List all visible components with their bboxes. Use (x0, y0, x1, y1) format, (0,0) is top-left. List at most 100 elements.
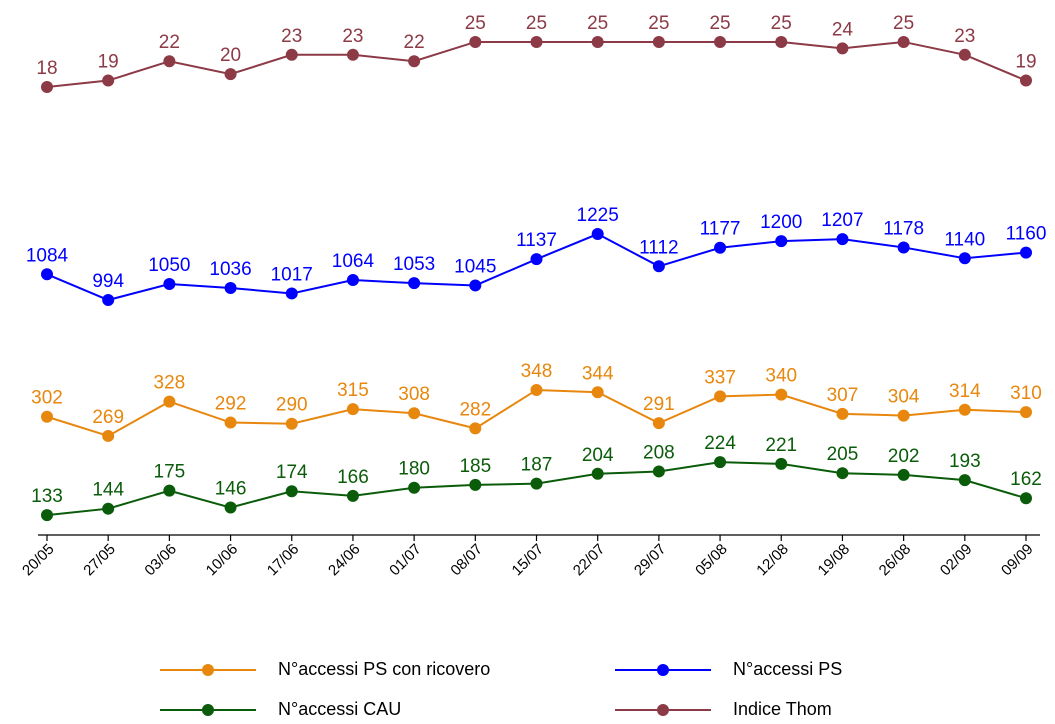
value-label: 180 (398, 459, 430, 480)
value-label: 1225 (577, 205, 619, 226)
legend-marker (657, 664, 669, 676)
point (652, 465, 665, 478)
value-label: 1160 (1006, 224, 1047, 245)
point (41, 268, 53, 281)
value-label: 23 (281, 26, 302, 47)
point (897, 468, 910, 481)
x-tick-label: 17/06 (264, 541, 303, 580)
x-tick-label: 02/09 (937, 541, 976, 580)
value-label: 302 (31, 388, 63, 409)
value-label: 166 (337, 467, 369, 488)
point (836, 407, 849, 420)
value-label: 133 (31, 486, 63, 507)
x-tick-label: 29/07 (631, 541, 670, 580)
point (775, 388, 788, 401)
point (958, 48, 971, 61)
value-label: 340 (765, 366, 797, 387)
value-label: 994 (92, 271, 124, 292)
legend-label: N°accessi PS con ricovero (278, 659, 490, 679)
x-tick-label: 10/06 (203, 541, 242, 580)
point (591, 467, 604, 480)
value-label: 348 (521, 361, 553, 382)
point (346, 489, 359, 502)
value-label: 187 (521, 455, 553, 476)
point (530, 253, 543, 266)
value-label: 1177 (700, 219, 741, 240)
value-label: 202 (888, 446, 920, 467)
point (346, 403, 359, 416)
point (897, 35, 910, 48)
value-label: 224 (704, 433, 736, 454)
value-label: 22 (159, 32, 180, 53)
legend-marker (202, 704, 214, 716)
value-label: 25 (771, 13, 792, 34)
point (652, 35, 665, 48)
value-label: 20 (220, 45, 241, 66)
point (469, 478, 482, 491)
value-label: 1017 (271, 264, 313, 285)
point (285, 48, 298, 61)
value-label: 282 (459, 399, 491, 420)
value-label: 1200 (760, 212, 802, 233)
point (285, 417, 298, 430)
point (897, 241, 910, 254)
point (346, 274, 359, 287)
legend-label: N°accessi PS (733, 659, 842, 679)
value-label: 1178 (883, 218, 924, 239)
point (408, 407, 421, 420)
value-label: 144 (92, 480, 124, 501)
value-label: 23 (342, 26, 363, 47)
value-label: 269 (92, 407, 124, 428)
point (652, 260, 665, 273)
series-line (46, 388, 1027, 438)
value-label: 185 (459, 456, 491, 477)
legend-marker (657, 704, 669, 716)
point (163, 484, 176, 497)
value-label: 146 (215, 479, 247, 500)
point (102, 74, 115, 87)
point (41, 80, 53, 93)
value-label: 1084 (26, 245, 69, 266)
legend-label: Indice Thom (733, 699, 832, 719)
x-tick-label: 08/07 (447, 541, 486, 580)
value-label: 344 (582, 363, 614, 384)
point (530, 35, 543, 48)
value-label: 308 (398, 384, 430, 405)
x-tick-label: 09/09 (998, 541, 1037, 580)
x-tick-label: 19/08 (815, 541, 854, 580)
point (714, 456, 727, 469)
value-label: 1036 (209, 259, 251, 280)
value-label: 1137 (516, 230, 557, 251)
value-label: 205 (827, 444, 859, 465)
value-label: 25 (648, 13, 669, 34)
value-label: 307 (827, 385, 859, 406)
point (652, 417, 665, 430)
point (1020, 74, 1032, 87)
point (591, 35, 604, 48)
value-label: 22 (404, 32, 425, 53)
x-tick-label: 22/07 (570, 541, 609, 580)
point (224, 68, 237, 81)
point (285, 287, 298, 300)
point (163, 395, 176, 408)
value-label: 1050 (148, 255, 190, 276)
point (1020, 492, 1032, 505)
point (224, 416, 237, 429)
x-tick-label: 01/07 (386, 541, 425, 580)
point (775, 457, 788, 470)
point (530, 383, 543, 396)
x-tick-label: 15/07 (509, 541, 548, 580)
point (836, 467, 849, 480)
x-tick-label: 05/08 (692, 541, 731, 580)
point (836, 42, 849, 55)
value-label: 19 (98, 52, 119, 73)
value-label: 221 (765, 435, 797, 456)
point (958, 252, 971, 265)
point (958, 474, 971, 487)
point (408, 55, 421, 68)
value-label: 175 (154, 462, 186, 483)
value-label: 292 (215, 394, 247, 415)
value-label: 1112 (639, 237, 678, 258)
